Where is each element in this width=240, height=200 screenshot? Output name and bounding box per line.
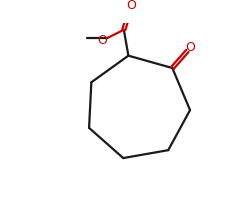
Text: O: O: [98, 34, 108, 47]
Text: O: O: [186, 41, 196, 54]
Text: O: O: [126, 0, 136, 12]
